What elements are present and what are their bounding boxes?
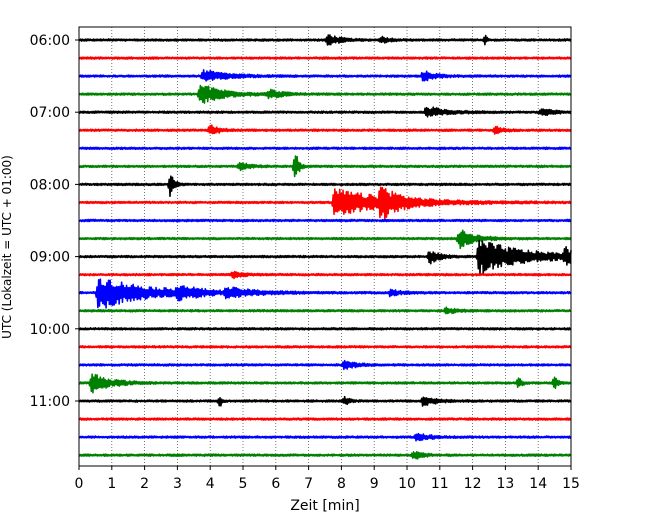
trace-0815 xyxy=(78,186,572,220)
y-axis-ticks: 06:00 07:00 08:00 09:00 10:00 11:00 xyxy=(30,33,79,410)
trace-0800 xyxy=(78,175,572,198)
x-tick-label: 7 xyxy=(304,476,313,492)
trace-0830 xyxy=(78,218,572,223)
trace-0615 xyxy=(78,56,572,60)
trace-0700 xyxy=(78,106,572,118)
x-tick-label: 5 xyxy=(239,476,248,492)
trace-0715 xyxy=(78,124,572,135)
y-tick-label: 08:00 xyxy=(30,177,70,193)
y-tick-label: 09:00 xyxy=(30,250,70,266)
y-axis-label: UTC (Lokalzeit = UTC + 01:00) xyxy=(0,155,14,339)
trace-1130 xyxy=(78,432,572,442)
y-tick-label: 11:00 xyxy=(30,394,70,410)
x-axis-ticks: 0 1 2 3 4 5 6 7 8 9 10 11 12 13 14 15 xyxy=(75,466,580,492)
y-tick-label: 10:00 xyxy=(30,322,70,338)
trace-0845 xyxy=(78,229,572,250)
x-tick-label: 14 xyxy=(529,476,547,492)
trace-0915 xyxy=(78,270,572,280)
grid-lines xyxy=(111,27,539,466)
trace-1145 xyxy=(78,450,572,460)
x-tick-label: 12 xyxy=(464,476,482,492)
trace-1115 xyxy=(78,417,572,421)
plot-frame xyxy=(78,26,572,467)
x-axis-label: Zeit [min] xyxy=(290,498,359,514)
x-tick-label: 0 xyxy=(75,476,84,492)
trace-0930 xyxy=(78,278,572,309)
trace-0645 xyxy=(78,84,572,104)
x-tick-label: 4 xyxy=(206,476,215,492)
x-tick-label: 2 xyxy=(140,476,149,492)
x-tick-label: 1 xyxy=(107,476,116,492)
x-tick-label: 10 xyxy=(398,476,416,492)
y-tick-label: 07:00 xyxy=(30,105,70,121)
seismic-traces xyxy=(78,34,572,460)
trace-1015 xyxy=(78,345,572,349)
trace-1030 xyxy=(78,359,572,371)
x-tick-label: 9 xyxy=(370,476,379,492)
trace-0745 xyxy=(78,155,572,178)
x-tick-label: 6 xyxy=(271,476,280,492)
trace-1000 xyxy=(78,326,572,331)
x-tick-label: 15 xyxy=(562,476,580,492)
x-tick-label: 8 xyxy=(337,476,346,492)
trace-0900 xyxy=(78,239,572,275)
y-tick-label: 06:00 xyxy=(30,33,70,49)
trace-1100 xyxy=(78,395,572,407)
trace-0730 xyxy=(78,146,572,151)
trace-0630 xyxy=(78,69,572,82)
x-tick-label: 13 xyxy=(496,476,514,492)
x-tick-label: 3 xyxy=(173,476,182,492)
trace-0945 xyxy=(78,306,572,315)
x-tick-label: 11 xyxy=(431,476,449,492)
trace-0600 xyxy=(78,34,572,46)
trace-1045 xyxy=(78,373,572,394)
